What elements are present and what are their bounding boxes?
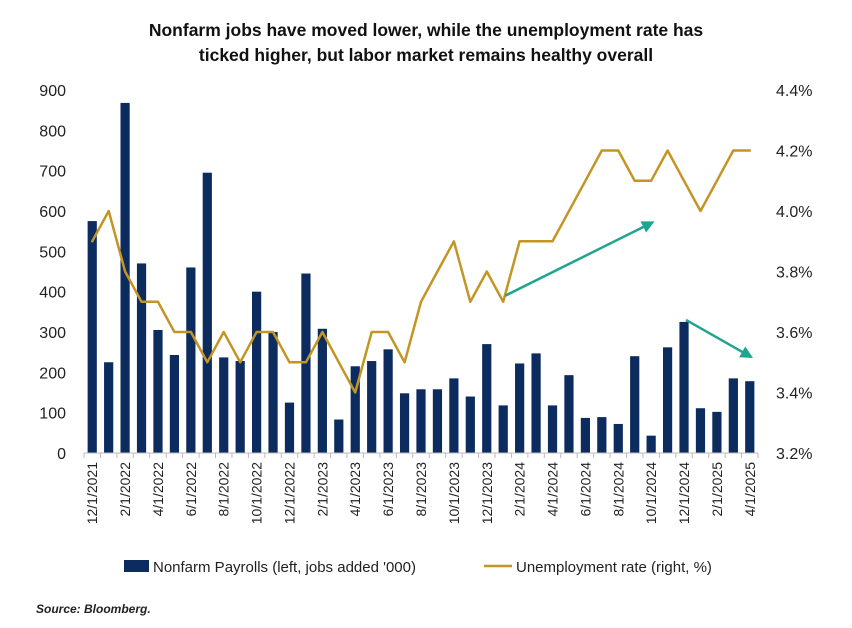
- payroll-bar: [120, 102, 130, 453]
- payroll-bar: [252, 291, 262, 453]
- payroll-bar: [334, 419, 344, 453]
- x-tick-label: 2/1/2025: [709, 462, 725, 517]
- y-right-tick-label: 3.6%: [776, 325, 812, 342]
- payroll-bar: [416, 389, 426, 453]
- payroll-bar: [432, 389, 443, 453]
- x-tick-label: 8/1/2022: [216, 462, 232, 517]
- payroll-bar: [465, 396, 475, 453]
- source-note: Source: Bloomberg.: [36, 602, 151, 616]
- chart-title-line-2: ticked higher, but labor market remains …: [198, 45, 654, 65]
- y-left-tick-label: 0: [57, 446, 66, 463]
- trend-arrow-up: [504, 221, 655, 297]
- legend-label-payrolls: Nonfarm Payrolls (left, jobs added '000): [153, 559, 416, 576]
- payroll-bar: [235, 361, 245, 453]
- payroll-bar: [564, 375, 574, 453]
- y-right-tick-label: 3.4%: [776, 386, 812, 403]
- payroll-bar: [630, 356, 640, 453]
- x-tick-label: 8/1/2023: [413, 462, 429, 517]
- payroll-bar: [646, 435, 656, 453]
- payroll-bar: [613, 423, 623, 453]
- payroll-bar: [531, 353, 541, 453]
- y-right-tick-label: 4.4%: [776, 83, 812, 100]
- trend-arrow-down: [685, 318, 754, 359]
- payroll-bar: [662, 347, 673, 453]
- payroll-bar: [728, 378, 738, 453]
- payroll-bar: [679, 321, 689, 453]
- y-left-tick-label: 600: [39, 204, 66, 221]
- legend: Nonfarm Payrolls (left, jobs added '000)…: [124, 559, 712, 576]
- x-tick-label: 12/1/2023: [479, 462, 495, 524]
- payroll-bar: [399, 393, 410, 453]
- payroll-bar: [712, 411, 722, 453]
- unemployment-rate-line: [90, 149, 752, 394]
- x-tick-label: 6/1/2022: [183, 462, 199, 517]
- payroll-bar: [169, 354, 180, 453]
- x-tick-label: 2/1/2024: [512, 462, 528, 517]
- y-left-tick-label: 800: [39, 123, 66, 140]
- payroll-bar: [597, 417, 607, 453]
- y-left-tick-label: 300: [39, 325, 66, 342]
- x-tick-label: 8/1/2024: [610, 462, 626, 517]
- payroll-bar: [284, 402, 295, 453]
- y-right-tick-label: 3.8%: [776, 265, 812, 282]
- payroll-bar: [87, 221, 97, 453]
- payroll-bar: [136, 263, 147, 453]
- payroll-bar: [186, 267, 196, 453]
- y-left-tick-label: 200: [39, 365, 66, 382]
- x-tick-label: 12/1/2024: [676, 462, 692, 524]
- x-tick-label: 4/1/2022: [150, 462, 166, 517]
- payroll-bar: [202, 172, 212, 453]
- combo-chart: 0 100 200 300 400 500 600 700 800 900 3.2% 3.4% 3.6…: [39, 83, 812, 576]
- payroll-bar: [547, 405, 558, 453]
- payroll-bar: [219, 357, 229, 453]
- payroll-bar: [482, 344, 492, 453]
- x-tick-label: 6/1/2024: [577, 462, 593, 517]
- x-tick-label: 4/1/2023: [347, 462, 363, 517]
- x-tick-label: 12/1/2021: [84, 462, 100, 524]
- payroll-bar: [498, 405, 508, 453]
- payroll-bar: [449, 378, 459, 453]
- payroll-bars: [87, 102, 755, 453]
- y-right-tick-label: 4.2%: [776, 144, 812, 161]
- x-tick-label: 12/1/2022: [281, 462, 297, 524]
- payroll-bar: [580, 417, 590, 453]
- y-left-tick-label: 100: [39, 406, 66, 423]
- y-right-tick-label: 4.0%: [776, 204, 812, 221]
- chart-title-line-1: Nonfarm jobs have moved lower, while the…: [148, 20, 704, 40]
- payroll-bar: [153, 329, 163, 453]
- x-tick-label: 4/1/2025: [742, 462, 758, 517]
- y-left-tick-label: 700: [39, 164, 66, 181]
- right-axis: 3.2% 3.4% 3.6% 3.8% 4.0% 4.2% 4.4%: [776, 83, 812, 463]
- payroll-bar: [695, 408, 706, 453]
- trend-arrows: [504, 221, 754, 359]
- legend-swatch-payrolls: [124, 560, 149, 572]
- legend-label-unemployment: Unemployment rate (right, %): [516, 559, 712, 576]
- y-left-tick-label: 900: [39, 83, 66, 100]
- left-axis: 0 100 200 300 400 500 600 700 800 900: [39, 83, 66, 463]
- y-left-tick-label: 400: [39, 285, 66, 302]
- x-tick-label: 10/1/2024: [643, 462, 659, 524]
- payroll-bar: [383, 349, 393, 453]
- unemployment-line-layer: [90, 149, 752, 394]
- x-axis: 12/1/2021 2/1/2022 4/1/2022 6/1/2022 8/1/202…: [83, 452, 759, 524]
- y-left-tick-label: 500: [39, 244, 66, 261]
- payroll-bar: [367, 361, 377, 453]
- x-tick-label: 10/1/2022: [249, 462, 265, 524]
- x-tick-label: 2/1/2023: [314, 462, 330, 517]
- x-tick-label: 6/1/2023: [380, 462, 396, 517]
- payroll-bar: [350, 366, 360, 453]
- payroll-bar: [515, 363, 525, 453]
- y-right-tick-label: 3.2%: [776, 446, 812, 463]
- payroll-bar: [268, 332, 278, 453]
- payroll-bar: [104, 362, 114, 453]
- x-tick-label: 10/1/2023: [446, 462, 462, 524]
- x-tick-label: 2/1/2022: [117, 462, 133, 517]
- payroll-bar: [745, 381, 755, 453]
- x-tick-label: 4/1/2024: [545, 462, 561, 517]
- payroll-bar: [317, 328, 327, 453]
